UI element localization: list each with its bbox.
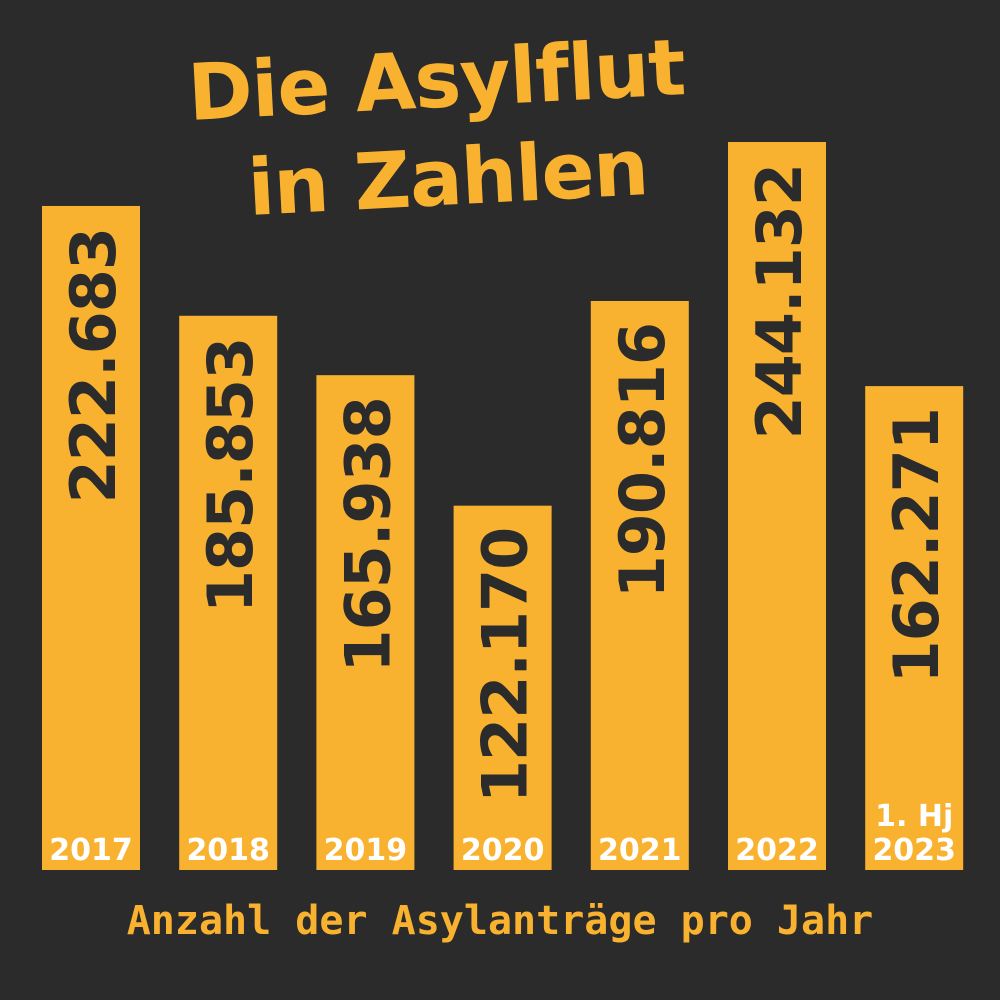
bar-value-label: 190.816	[606, 323, 679, 598]
bar	[316, 375, 415, 870]
bar-value-label: 165.938	[331, 397, 404, 672]
category-label: 2019	[324, 833, 408, 868]
chart-footer-label: Anzahl der Asylanträge pro Jahr	[126, 898, 874, 944]
category-label: 2023	[872, 833, 956, 868]
category-label: 2020	[461, 833, 545, 868]
category-label: 1. Hj	[875, 799, 953, 834]
bar-value-label: 244.132	[743, 164, 816, 439]
bar	[865, 386, 964, 870]
bar-value-label: 162.271	[880, 408, 953, 683]
bar-value-label: 222.683	[57, 228, 130, 503]
bar	[179, 315, 278, 870]
bar-group: 122.170 2020	[453, 505, 552, 870]
category-label: 2018	[186, 833, 270, 868]
bar-value-label: 122.170	[469, 528, 542, 803]
bar	[453, 505, 552, 870]
bar	[728, 142, 826, 870]
bar-group: 222.683 2017	[42, 205, 140, 871]
bar-value-label: 185.853	[194, 338, 267, 613]
bar-group: 244.132 2022	[728, 142, 826, 870]
category-label: 2021	[598, 833, 682, 868]
bar-group: 190.816 2021	[590, 300, 689, 871]
category-label: 2022	[735, 833, 819, 868]
bar-group: 165.938 2019	[316, 375, 415, 870]
bar	[42, 205, 140, 871]
bar-group: 185.853 2018	[179, 315, 278, 870]
bar	[590, 300, 689, 871]
category-label: 2017	[49, 833, 133, 868]
